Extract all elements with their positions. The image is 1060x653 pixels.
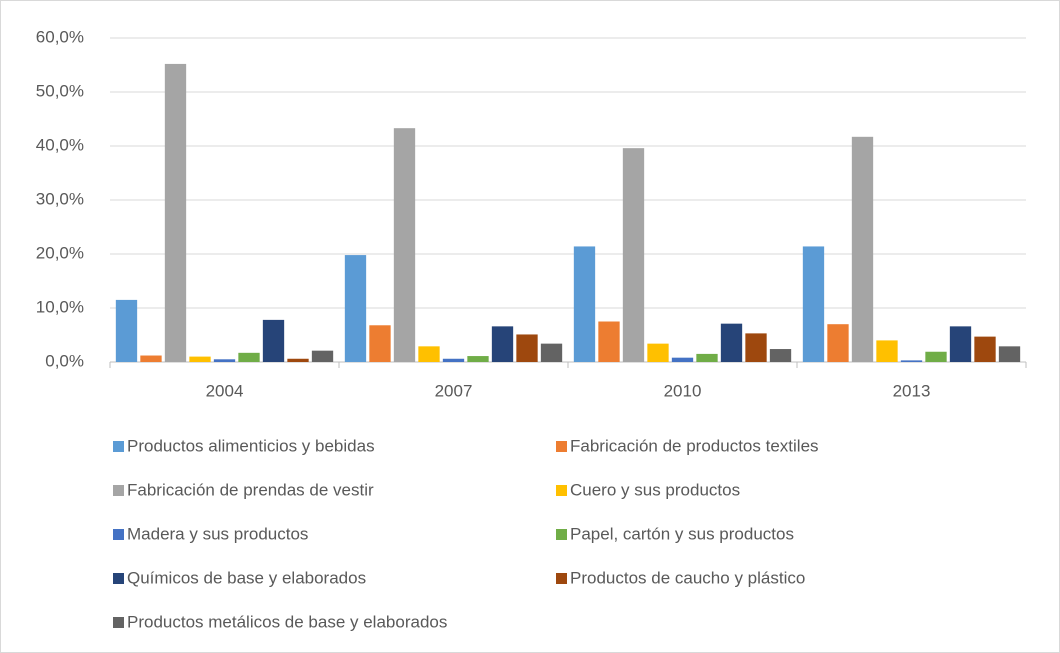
bar [287, 358, 309, 362]
legend-swatch [556, 529, 567, 540]
bar [516, 334, 538, 362]
legend-label: Productos metálicos de base y elaborados [127, 612, 447, 631]
y-tick-label: 40,0% [36, 135, 84, 154]
bar [876, 340, 898, 362]
x-tick-label: 2010 [664, 381, 702, 400]
legend-label: Productos alimenticios y bebidas [127, 436, 375, 455]
bar [238, 352, 260, 362]
legend-swatch [113, 441, 124, 452]
bar [213, 359, 236, 362]
bar [442, 358, 465, 362]
bar [622, 148, 645, 362]
bar [418, 346, 440, 362]
bar [164, 63, 187, 363]
y-tick-label: 30,0% [36, 189, 84, 208]
legend-swatch [113, 485, 124, 496]
bar [344, 255, 367, 362]
legend-swatch [556, 441, 567, 452]
bar [115, 299, 138, 362]
bar [467, 356, 489, 362]
legend-label: Fabricación de prendas de vestir [127, 480, 374, 499]
x-tick-label: 2004 [206, 381, 244, 400]
bar [262, 319, 285, 362]
bar [949, 326, 972, 362]
bar [671, 357, 694, 362]
bar [393, 128, 416, 362]
legend-label: Madera y sus productos [127, 524, 308, 543]
bar [720, 323, 743, 362]
bar [827, 324, 849, 362]
legend-swatch [113, 573, 124, 584]
bar [900, 360, 923, 362]
legend-swatch [556, 485, 567, 496]
x-tick-label: 2013 [893, 381, 931, 400]
bar [369, 325, 391, 362]
bar [311, 350, 334, 362]
bar [598, 321, 620, 362]
y-tick-label: 60,0% [36, 27, 84, 46]
legend-swatch [113, 529, 124, 540]
y-tick-label: 20,0% [36, 243, 84, 262]
bar [540, 343, 563, 362]
bar [998, 346, 1021, 362]
legend-swatch [113, 617, 124, 628]
bar [925, 351, 947, 362]
y-tick-label: 50,0% [36, 81, 84, 100]
bar [851, 136, 874, 362]
bar [696, 353, 718, 362]
legend-swatch [556, 573, 567, 584]
legend-label: Químicos de base y elaborados [127, 568, 366, 587]
x-tick-label: 2007 [435, 381, 473, 400]
bar [140, 355, 162, 362]
legend-label: Cuero y sus productos [570, 480, 740, 499]
legend-label: Papel, cartón y sus productos [570, 524, 794, 543]
y-tick-label: 0,0% [45, 351, 84, 370]
bar [802, 246, 825, 362]
bar [647, 343, 669, 362]
legend-label: Productos de caucho y plástico [570, 568, 805, 587]
bar [573, 246, 596, 362]
bar [769, 349, 792, 362]
bar [189, 356, 211, 362]
y-tick-label: 10,0% [36, 297, 84, 316]
legend-label: Fabricación de productos textiles [570, 436, 819, 455]
bar [745, 333, 767, 362]
bar [974, 336, 996, 362]
bar [491, 326, 514, 362]
